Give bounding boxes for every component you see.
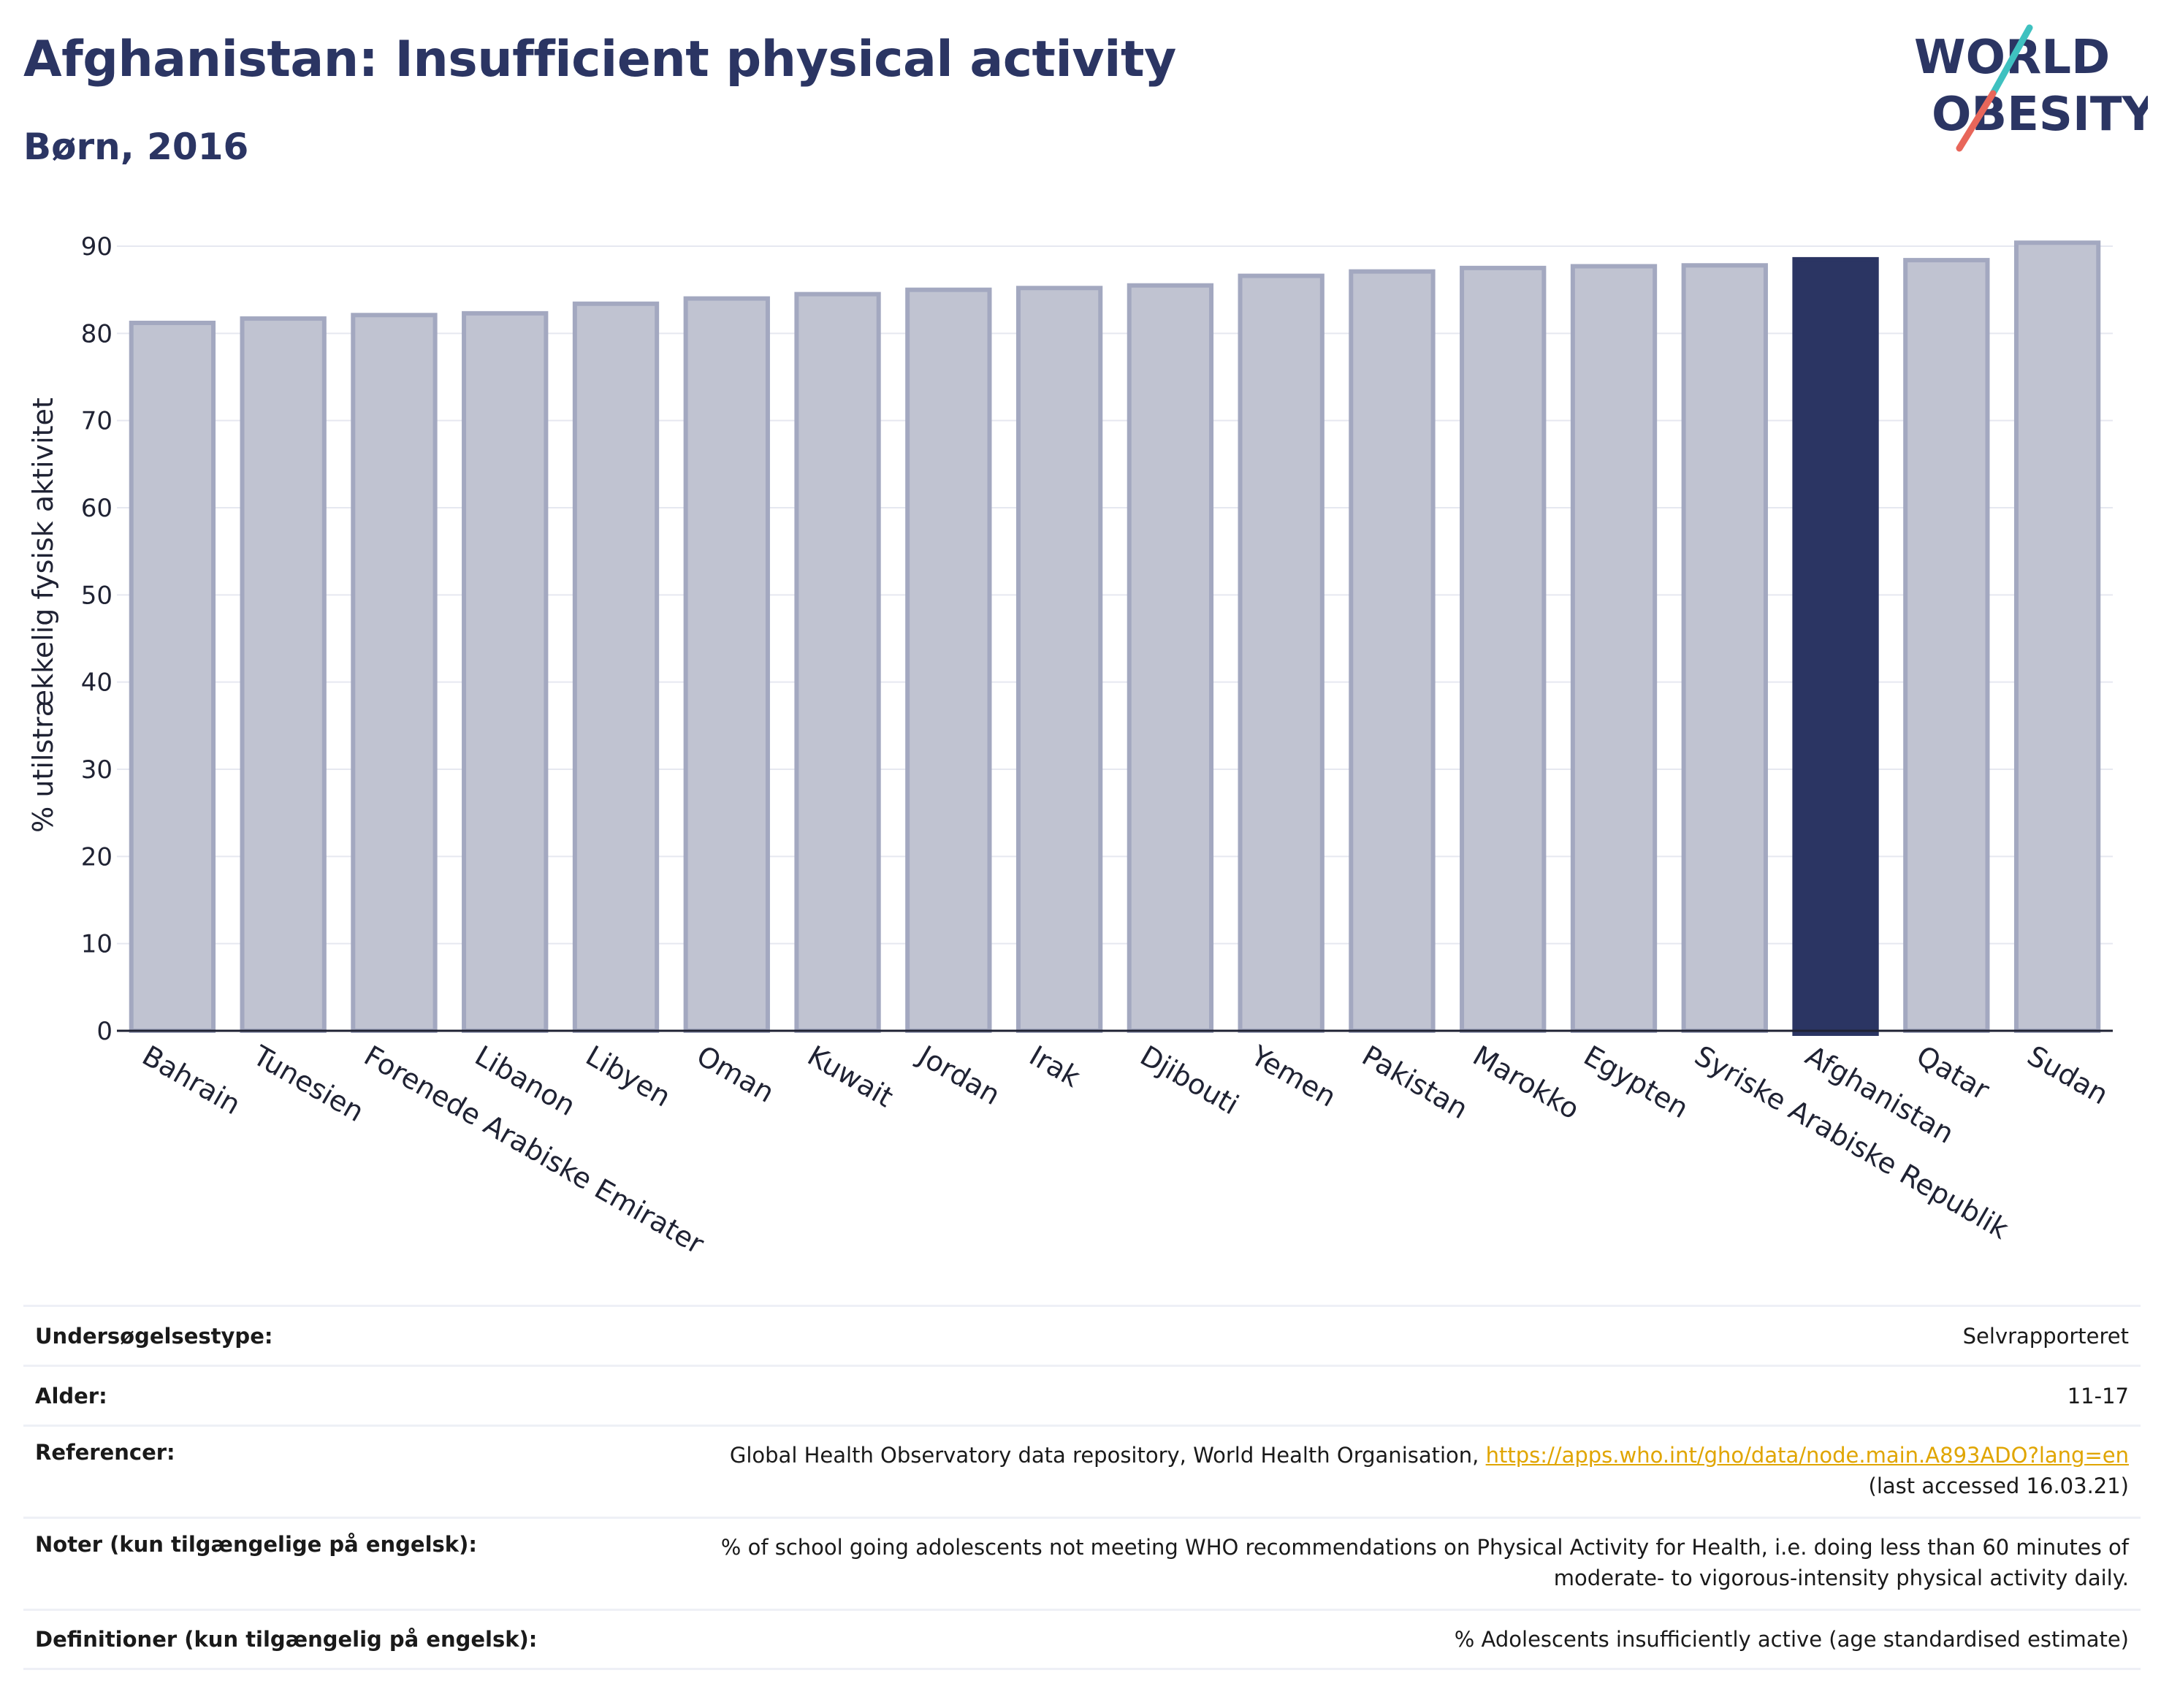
bar-chart: 0 10 20 30 40 50 60 70 80 90 Bahrain TunesienForen…	[27, 232, 2114, 1261]
bar-marokko	[1460, 265, 1547, 1033]
y-tick-label: 90	[81, 232, 113, 262]
info-label: Alder:	[35, 1383, 107, 1408]
info-row-definitions: Definitioner (kun tilgængelig på engelsk…	[23, 1609, 2141, 1670]
bar-oman	[683, 296, 770, 1034]
bar-kuwait	[794, 291, 881, 1033]
bar-afghanistan	[1792, 256, 1879, 1036]
info-value: % Adolescents insufficiently active (age…	[1454, 1627, 2129, 1652]
y-tick-label: 10	[81, 930, 113, 959]
y-axis-label: % utilstrækkelig fysisk aktivitet	[27, 397, 59, 833]
x-tick-label: Qatar	[1911, 1040, 1995, 1107]
notes-line-1: % of school going adolescents not meetin…	[720, 1535, 2129, 1560]
y-tick-labels: 0 10 20 30 40 50 60 70 80 90	[81, 232, 113, 1046]
x-tick-label: Tunesien	[247, 1039, 369, 1128]
info-label: Noter (kun tilgængelige på engelsk):	[35, 1532, 477, 1557]
y-tick-label: 70	[81, 407, 113, 436]
y-tick-label: 60	[81, 494, 113, 523]
x-tick-label: Libyen	[581, 1040, 676, 1113]
y-tick-label: 80	[81, 319, 113, 348]
info-value: 11-17	[2067, 1383, 2129, 1408]
bar-djibouti	[1127, 283, 1214, 1033]
y-tick-label: 0	[96, 1017, 113, 1046]
bar-syriske-arabiske-republik	[1681, 263, 1768, 1034]
x-tick-label: Yemen	[1245, 1039, 1341, 1113]
info-value: Global Health Observatory data repositor…	[730, 1440, 2129, 1501]
x-tick-label: Egypten	[1579, 1040, 1694, 1125]
x-tick-label: Sudan	[2022, 1040, 2114, 1111]
x-tick-label: Bahrain	[137, 1040, 245, 1121]
info-value: % of school going adolescents not meetin…	[721, 1532, 2129, 1593]
bar-libyen	[572, 301, 660, 1033]
info-row-notes: Noter (kun tilgængelige på engelsk): % o…	[23, 1517, 2141, 1609]
bar-libanon	[462, 310, 549, 1033]
info-row-survey-type: Undersøgelsestype: Selvrapporteret	[23, 1305, 2141, 1365]
reference-text: Global Health Observatory data repositor…	[729, 1443, 1486, 1468]
y-tick-label: 50	[81, 581, 113, 610]
world-obesity-logo: WORLD OBESITY	[1899, 20, 2156, 152]
y-tick-label: 20	[81, 842, 113, 872]
x-tick-label: Kuwait	[802, 1040, 899, 1114]
page-subtitle: Børn, 2016	[23, 126, 249, 168]
info-label: Referencer:	[35, 1440, 175, 1465]
reference-accessed: (last accessed 16.03.21)	[1868, 1473, 2129, 1498]
x-tick-label: Marokko	[1468, 1040, 1585, 1126]
bar-jordan	[905, 287, 992, 1033]
info-table: Undersøgelsestype: Selvrapporteret Alder…	[23, 1305, 2141, 1670]
x-tick-label: Irak	[1024, 1040, 1086, 1094]
bar-forenede-arabiske-emirater	[351, 313, 438, 1034]
info-value: Selvrapporteret	[1962, 1323, 2129, 1349]
x-tick-label: Pakistan	[1357, 1040, 1474, 1126]
x-tick-label: Oman	[691, 1040, 780, 1109]
bar-sudan	[2013, 240, 2101, 1033]
x-tick-label: Jordan	[912, 1039, 1005, 1112]
notes-line-2: moderate- to vigorous-intensity physical…	[1553, 1566, 2129, 1590]
y-tick-label: 30	[81, 755, 113, 785]
bar-tunesien	[240, 316, 327, 1033]
bar-pakistan	[1349, 269, 1436, 1033]
bar-egypten	[1570, 264, 1658, 1033]
page-title: Afghanistan: Insufficient physical activ…	[23, 31, 1176, 88]
bar-qatar	[1903, 258, 1990, 1033]
bars	[129, 240, 2101, 1036]
reference-link[interactable]: https://apps.who.int/gho/data/node.main.…	[1485, 1443, 2129, 1468]
bar-bahrain	[129, 321, 216, 1034]
x-tick-label: Djibouti	[1135, 1040, 1244, 1121]
bar-yemen	[1238, 273, 1325, 1033]
info-row-age: Alder: 11-17	[23, 1365, 2141, 1425]
y-tick-label: 40	[81, 668, 113, 698]
info-row-references: Referencer: Global Health Observatory da…	[23, 1425, 2141, 1517]
info-label: Undersøgelsestype:	[35, 1323, 273, 1349]
bar-irak	[1015, 286, 1103, 1033]
info-label: Definitioner (kun tilgængelig på engelsk…	[35, 1627, 538, 1652]
